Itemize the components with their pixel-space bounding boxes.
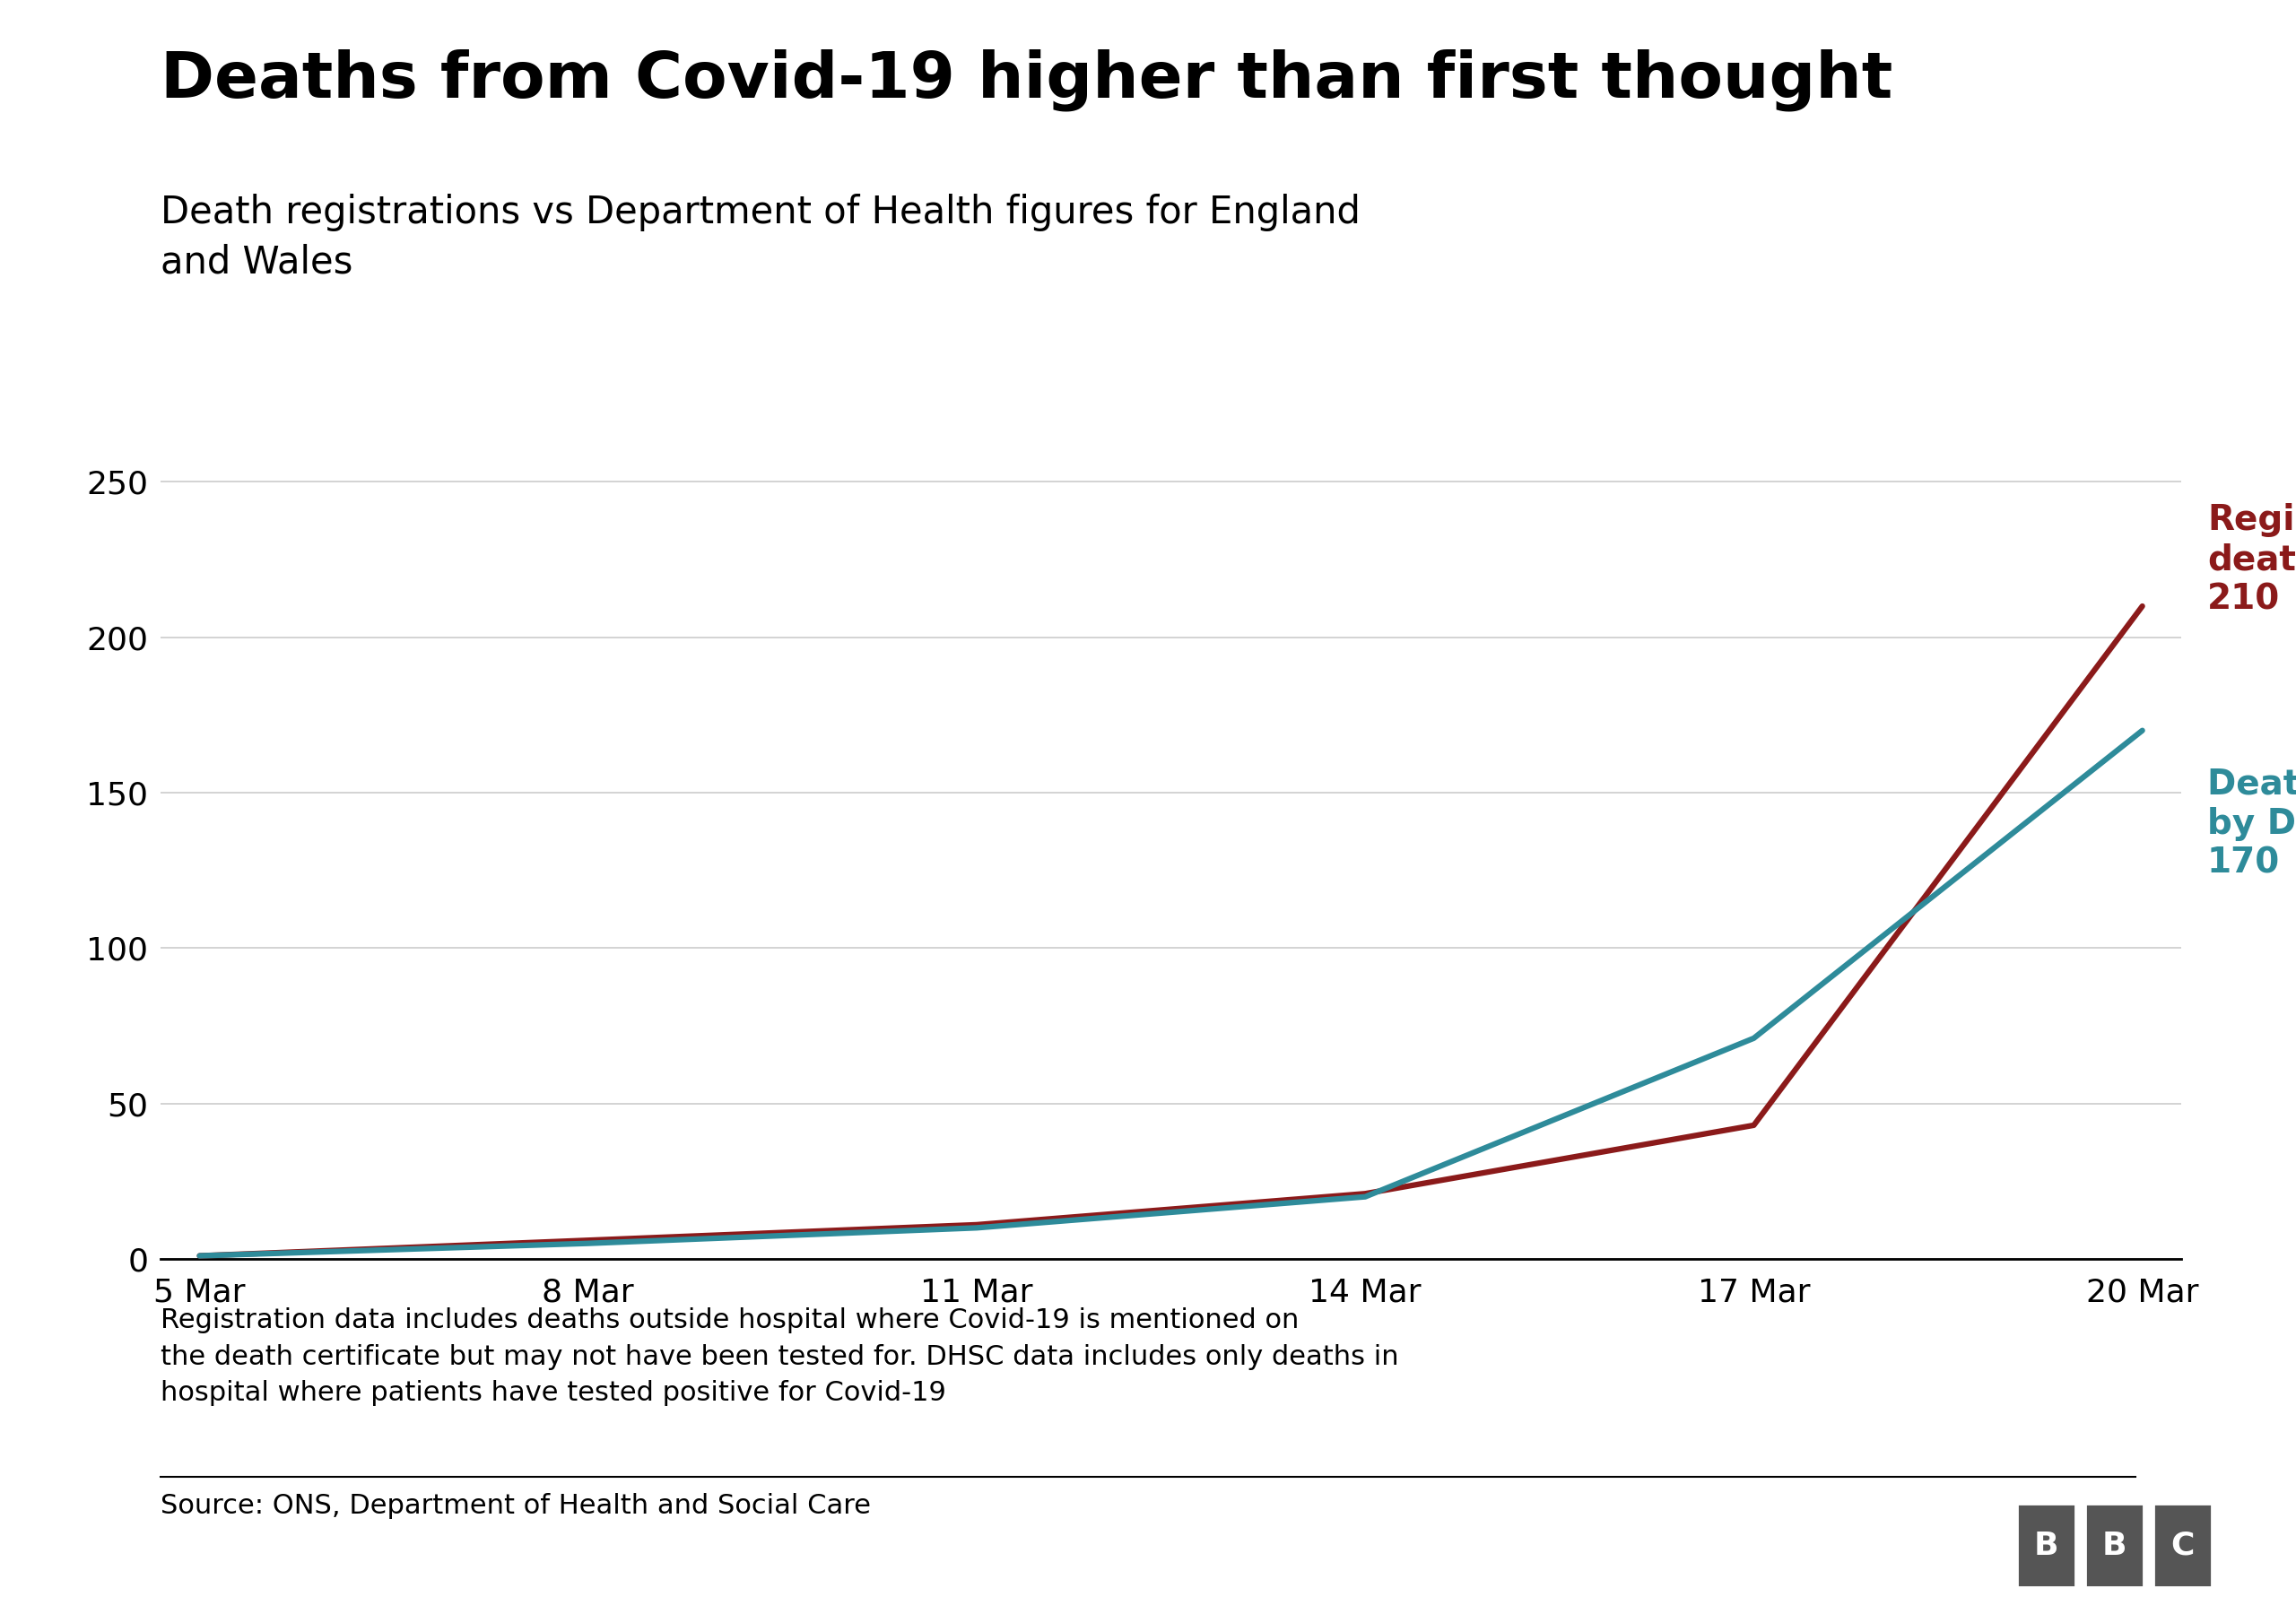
Text: B: B (2034, 1530, 2060, 1561)
FancyBboxPatch shape (2018, 1504, 2076, 1588)
Text: Source: ONS, Department of Health and Social Care: Source: ONS, Department of Health and So… (161, 1493, 870, 1519)
Text: Registration data includes deaths outside hospital where Covid-19 is mentioned o: Registration data includes deaths outsid… (161, 1307, 1398, 1406)
Text: Deaths reported
by Dept. of Health
170: Deaths reported by Dept. of Health 170 (2206, 767, 2296, 880)
Text: B: B (2103, 1530, 2126, 1561)
Text: Death registrations vs Department of Health figures for England
and Wales: Death registrations vs Department of Hea… (161, 194, 1362, 281)
FancyBboxPatch shape (2154, 1504, 2211, 1588)
Text: C: C (2170, 1530, 2195, 1561)
FancyBboxPatch shape (2085, 1504, 2144, 1588)
Text: Registered
deaths
210: Registered deaths 210 (2206, 504, 2296, 617)
Text: Deaths from Covid-19 higher than first thought: Deaths from Covid-19 higher than first t… (161, 48, 1892, 111)
